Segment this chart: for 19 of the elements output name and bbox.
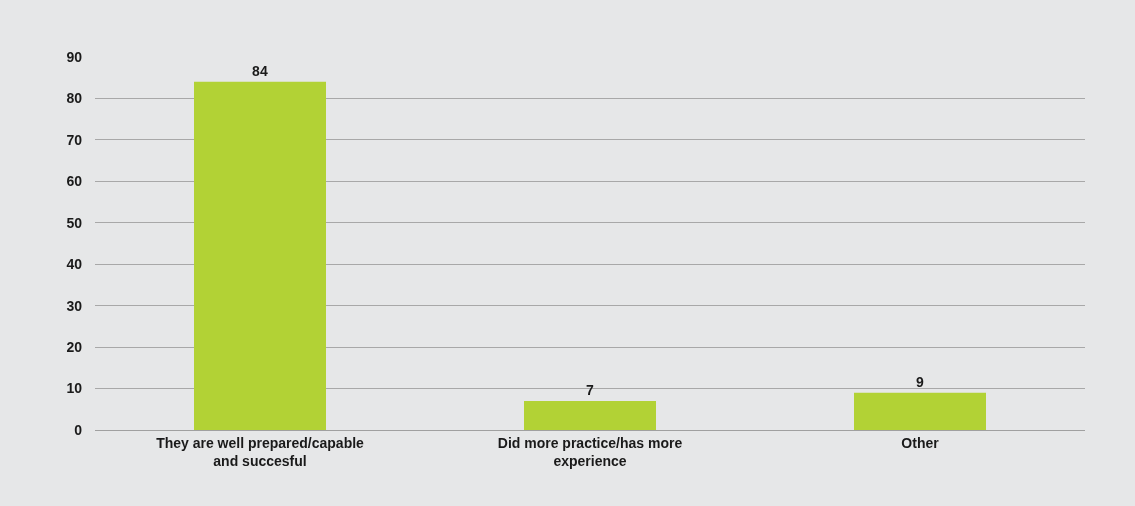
bar — [854, 392, 986, 430]
data-label: 7 — [586, 381, 594, 398]
y-tick-label: 50 — [66, 214, 83, 231]
bar — [194, 81, 326, 430]
y-tick-label: 90 — [66, 48, 83, 65]
y-tick-label: 30 — [66, 297, 83, 314]
y-tick-label: 70 — [66, 131, 83, 148]
x-tick-label: They are well prepared/capable and succesful — [156, 434, 365, 469]
y-tick-label: 20 — [66, 339, 83, 356]
y-tick-label: 0 — [74, 421, 83, 438]
data-label: 84 — [252, 62, 268, 79]
y-tick-label: 10 — [66, 380, 83, 397]
bar — [524, 400, 656, 430]
y-tick-label: 40 — [66, 256, 83, 273]
x-tick-label: Did more practice/has more experience — [497, 434, 683, 469]
x-tick-label: Other — [901, 434, 940, 451]
y-tick-label: 60 — [66, 173, 83, 190]
data-label: 9 — [916, 373, 924, 390]
y-tick-label: 80 — [66, 90, 83, 107]
